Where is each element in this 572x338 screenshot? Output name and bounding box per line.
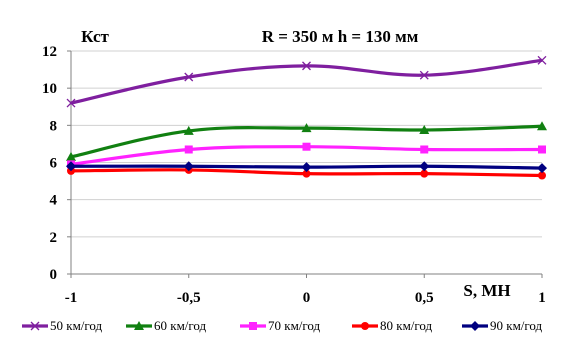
- legend-item: 70 км/год: [240, 318, 321, 333]
- y-tick-labels: 0 2 4 6 8 10 12: [42, 44, 58, 283]
- y-tick-label: 12: [42, 44, 57, 60]
- data-point-marker: [183, 161, 194, 172]
- series-50-kmh: [66, 55, 547, 108]
- y-tick-label: 0: [50, 267, 58, 283]
- legend-marker: [134, 321, 144, 330]
- data-point-marker: [184, 72, 194, 82]
- legend-label: 80 км/год: [380, 318, 433, 333]
- legend-label: 90 км/год: [490, 318, 543, 333]
- data-point-marker: [302, 169, 311, 178]
- data-point-marker: [537, 55, 547, 65]
- data-point-marker: [420, 145, 429, 154]
- x-tick-label: -0,5: [177, 290, 201, 306]
- legend-marker: [30, 321, 40, 331]
- chart-title: R = 350 м h = 130 мм: [262, 27, 419, 46]
- data-point-marker: [419, 161, 430, 172]
- data-point-marker: [537, 121, 547, 131]
- series-90-kmh: [66, 161, 547, 174]
- series-lines: [66, 55, 547, 180]
- x-tick-label: 0: [303, 290, 311, 306]
- legend: 50 км/год 60 км/год 70 км/год 80 км/год 90 к…: [22, 318, 543, 333]
- y-tick-label: 2: [50, 230, 58, 246]
- legend-item: 90 км/год: [462, 318, 543, 333]
- data-point-marker: [302, 61, 311, 71]
- data-point-marker: [537, 163, 547, 174]
- legend-item: 60 км/год: [126, 318, 207, 333]
- y-tick-label: 6: [50, 156, 58, 172]
- x-tick-labels: -1 -0,5 0 0,5 1: [65, 290, 546, 306]
- legend-item: 50 км/год: [22, 318, 103, 333]
- data-point-marker: [301, 123, 312, 133]
- data-point-marker: [66, 98, 76, 108]
- legend-marker: [361, 322, 369, 330]
- data-point-marker: [183, 125, 194, 135]
- data-point-marker: [66, 161, 76, 172]
- y-tick-label: 8: [50, 118, 58, 134]
- y-axis-label: Кст: [81, 27, 109, 46]
- x-tick-label: 1: [538, 290, 546, 306]
- y-tick-label: 4: [50, 193, 58, 209]
- data-point-marker: [301, 162, 312, 173]
- y-tick-label: 10: [42, 81, 57, 97]
- data-point-marker: [420, 169, 429, 178]
- x-tick-label: 0,5: [415, 290, 434, 306]
- data-point-marker: [538, 171, 546, 180]
- data-point-marker: [302, 142, 311, 151]
- data-point-marker: [184, 145, 193, 154]
- x-tick-label: -1: [65, 290, 78, 306]
- legend-label: 60 км/год: [154, 318, 207, 333]
- legend-marker: [249, 322, 257, 330]
- data-point-marker: [538, 145, 546, 154]
- series-60-kmh: [66, 121, 547, 161]
- x-axis-label: S, МН: [463, 281, 510, 300]
- legend-marker: [470, 321, 480, 331]
- data-point-marker: [66, 151, 76, 161]
- data-point-marker: [419, 70, 429, 80]
- legend-item: 80 км/год: [352, 318, 433, 333]
- legend-label: 70 км/год: [268, 318, 321, 333]
- legend-label: 50 км/год: [50, 318, 103, 333]
- data-point-marker: [419, 124, 430, 134]
